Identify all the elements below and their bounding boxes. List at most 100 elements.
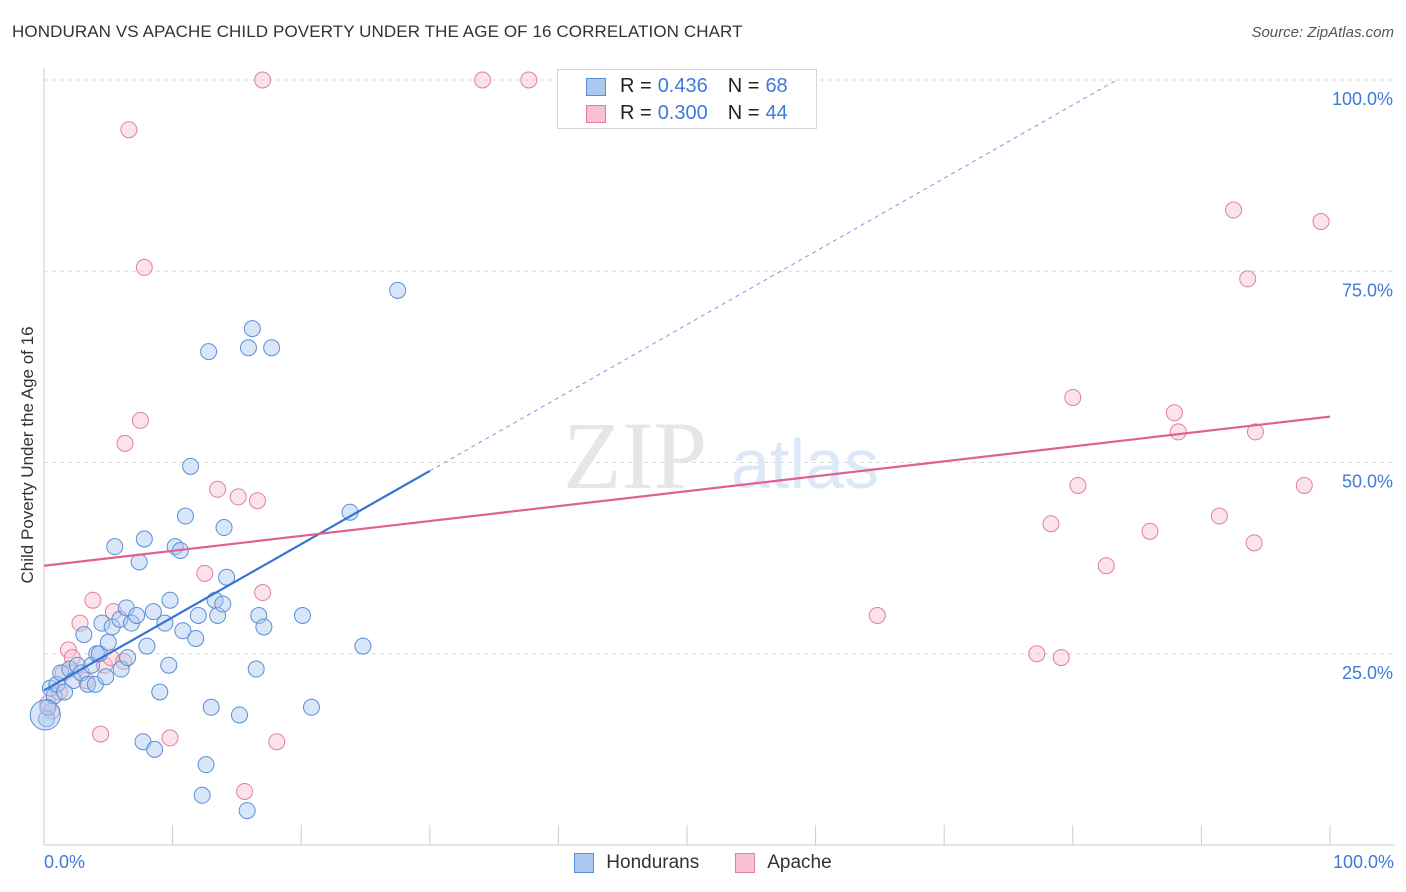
axes: [43, 68, 1395, 846]
gridlines: [44, 79, 1395, 655]
legend-row-hondurans: R = 0.436 N = 68: [586, 75, 788, 98]
y-tick-label: 25.0%: [1342, 663, 1393, 683]
series-legend-apache[interactable]: Apache: [735, 852, 832, 874]
legend-n-value: 44: [765, 102, 788, 124]
honduran-point: [202, 698, 220, 716]
honduran-point: [189, 607, 207, 624]
apache-point: [131, 411, 149, 429]
honduran-point: [215, 519, 233, 537]
apache-point: [236, 782, 254, 800]
apache-point: [1295, 476, 1313, 494]
apache-point: [254, 584, 272, 602]
apache-point: [268, 733, 286, 751]
honduran-point: [293, 607, 311, 624]
honduran-point: [238, 802, 256, 820]
apache-point: [1169, 423, 1187, 441]
chart-title: HONDURAN VS APACHE CHILD POVERTY UNDER T…: [12, 22, 743, 41]
honduran-point: [29, 699, 61, 731]
apache-trend-line: [43, 415, 1331, 567]
apache-point: [209, 480, 227, 498]
honduran-trend-line: [43, 469, 431, 692]
y-tick-labels: 25.0% 50.0% 75.0% 100.0%: [1332, 89, 1393, 683]
honduran-point: [218, 568, 236, 586]
trend-lines: [43, 79, 1331, 692]
legend-swatch-blue: [586, 77, 606, 96]
x-tick-max: 100.0%: [1332, 852, 1394, 872]
apache-point: [84, 591, 102, 609]
y-tick-label: 100.0%: [1332, 89, 1393, 109]
apache-point: [229, 488, 247, 506]
honduran-point: [302, 698, 320, 716]
source-label: Source: ZipAtlas.com: [1251, 24, 1394, 41]
legend-swatch-pink: [586, 104, 606, 123]
apache-point: [1141, 522, 1159, 540]
honduran-point: [93, 614, 111, 632]
honduran-point: [193, 786, 211, 804]
legend-n-label: N =: [727, 102, 760, 124]
apache-point: [1097, 557, 1115, 575]
series-legend: Hondurans Apache: [0, 852, 1406, 874]
y-tick-label: 75.0%: [1342, 280, 1393, 300]
apache-point: [1028, 645, 1046, 663]
apache-point: [196, 564, 214, 582]
honduran-point: [106, 538, 124, 556]
legend-r-value: 0.436: [657, 75, 708, 97]
apache-point: [59, 641, 77, 659]
legend-n-value: 68: [765, 75, 788, 97]
apache-point: [1069, 476, 1087, 494]
honduran-point: [255, 618, 273, 636]
apache-point: [1165, 404, 1183, 422]
legend-r-label: R =: [620, 102, 652, 124]
apache-point: [120, 121, 138, 139]
watermark-zip: ZIP: [563, 402, 707, 509]
honduran-point: [263, 339, 281, 357]
honduran-point: [200, 343, 218, 361]
apache-point: [92, 725, 110, 743]
legend-r-label: R =: [620, 75, 652, 97]
watermark: ZIP atlas: [563, 402, 879, 509]
honduran-point: [247, 660, 265, 678]
apache-point: [71, 614, 89, 632]
series-name: Hondurans: [606, 852, 700, 873]
honduran-point: [99, 633, 117, 651]
correlation-legend: R = 0.436 N = 68 R = 0.300 N = 44: [557, 69, 817, 129]
y-axis-label: Child Poverty Under the Age of 16: [18, 326, 37, 584]
series-legend-hondurans[interactable]: Hondurans: [574, 852, 699, 874]
legend-swatch-blue: [574, 853, 595, 873]
apache-point: [1312, 213, 1330, 231]
y-tick-label: 50.0%: [1342, 472, 1393, 492]
honduran-point: [144, 603, 162, 621]
honduran-point: [119, 649, 137, 667]
x-tick-min: 0.0%: [44, 852, 86, 872]
apache-point: [161, 729, 179, 747]
legend-r-value: 0.300: [657, 102, 708, 124]
honduran-point: [176, 507, 194, 525]
honduran-point: [97, 668, 115, 686]
honduran-point: [56, 683, 74, 701]
legend-n-label: N =: [727, 75, 760, 97]
apache-point: [1246, 423, 1264, 441]
honduran-point: [243, 320, 261, 338]
honduran-point: [160, 656, 178, 674]
honduran-point: [389, 281, 407, 299]
apache-point: [1210, 507, 1228, 525]
honduran-trend-extension: [429, 79, 1117, 472]
apache-point: [248, 492, 266, 510]
apache-point: [1064, 388, 1082, 406]
series-name: Apache: [767, 852, 832, 873]
honduran-point: [197, 756, 215, 774]
honduran-point: [214, 595, 232, 613]
honduran-point: [174, 622, 192, 640]
honduran-point: [146, 740, 164, 758]
apache-point: [1052, 649, 1070, 667]
apache-point: [254, 71, 272, 89]
honduran-point: [187, 629, 205, 647]
apache-point: [135, 258, 153, 276]
apache-point: [474, 71, 492, 89]
honduran-point: [135, 530, 153, 548]
apache-point: [520, 71, 538, 89]
honduran-point: [138, 637, 156, 655]
honduran-point: [128, 607, 146, 624]
watermark-atlas: atlas: [731, 425, 879, 503]
